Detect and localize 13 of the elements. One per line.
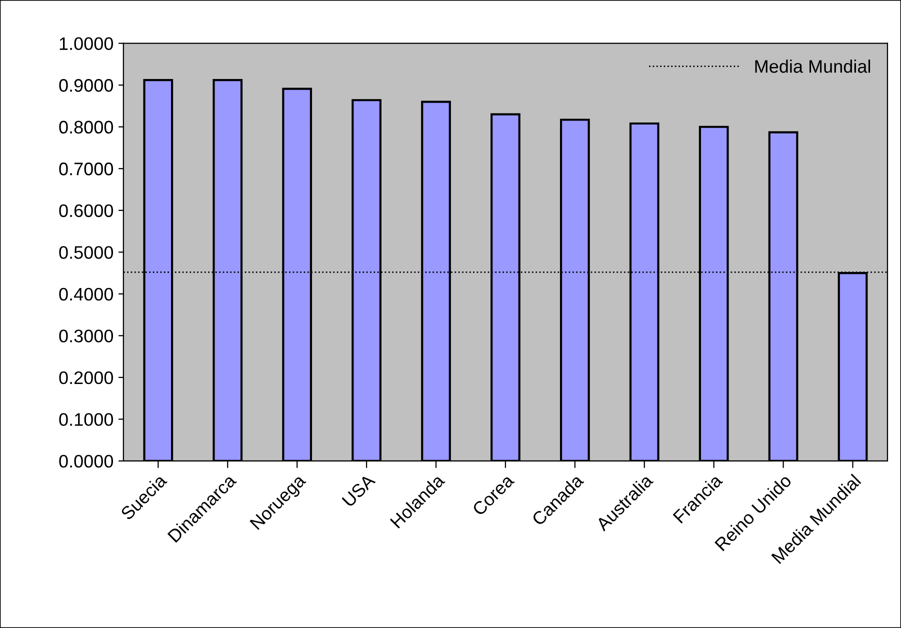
y-tick-label: 0.0000 [59, 454, 114, 468]
y-tick-label: 1.0000 [60, 37, 114, 50]
y-tick-label: 0.6000 [59, 204, 114, 218]
y-tick-label: 0.4000 [59, 288, 114, 301]
y-tick-label: 0.1000 [59, 413, 114, 426]
y-tick-label: 0.7000 [59, 162, 114, 176]
y-tick-label: 0.9000 [59, 79, 114, 92]
y-tick-label: 0.8000 [59, 120, 114, 134]
legend-label: Media Mundial [755, 60, 870, 73]
y-tick-label: 0.2000 [59, 371, 114, 384]
y-tick-label: 0.5000 [59, 246, 114, 259]
x-tick-label: USA [342, 473, 376, 508]
y-tick-label: 0.3000 [59, 330, 114, 342]
